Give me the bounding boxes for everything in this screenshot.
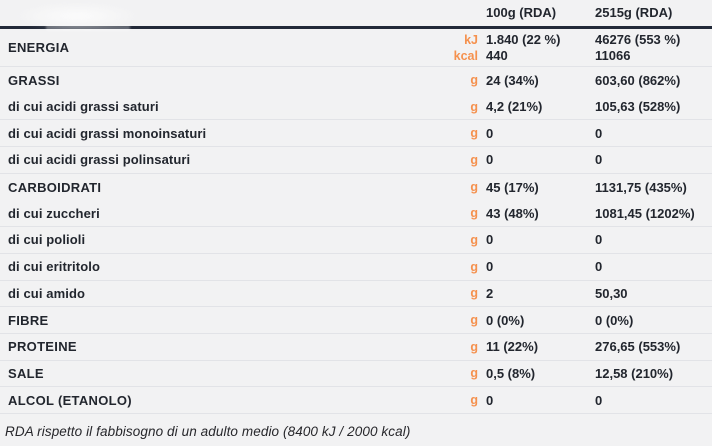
table-row-grassi-saturi: di cui acidi grassi saturi g 4,2 (21%) 1… bbox=[0, 94, 712, 121]
table-row-alcol: ALCOL (ETANOLO) g 0 0 bbox=[0, 387, 712, 414]
table-row-grassi: GRASSI g 24 (34%) 603,60 (862%) bbox=[0, 67, 712, 94]
value-100g: 0 (0%) bbox=[486, 312, 525, 328]
unit-cell: g bbox=[470, 259, 478, 274]
unit-cell: g bbox=[470, 366, 478, 381]
table-row-polioli: di cui polioli g 0 0 bbox=[0, 227, 712, 254]
unit-cell: g bbox=[470, 232, 478, 247]
row-label: PROTEINE bbox=[8, 339, 77, 355]
row-label: di cui zuccheri bbox=[8, 205, 100, 221]
value-100g: 11 (22%) bbox=[486, 339, 539, 355]
table-row-sale: SALE g 0,5 (8%) 12,58 (210%) bbox=[0, 361, 712, 388]
value-100g: 2 bbox=[486, 285, 494, 301]
row-label: ALCOL (ETANOLO) bbox=[8, 392, 132, 408]
table-row-grassi-polinsaturi: di cui acidi grassi polinsaturi g 0 0 bbox=[0, 147, 712, 174]
row-label: di cui polioli bbox=[8, 232, 86, 248]
unit-kcal: kcal bbox=[453, 48, 478, 63]
row-label: FIBRE bbox=[8, 312, 49, 328]
value-2515g: 0 bbox=[595, 232, 603, 248]
unit-cell: g bbox=[470, 152, 478, 167]
unit-cell: kJ kcal bbox=[448, 32, 478, 64]
unit-cell: g bbox=[470, 393, 478, 408]
value-2515g: 1131,75 (435%) bbox=[595, 179, 687, 195]
value-100g-kj: 1.840 (22 %) bbox=[486, 31, 561, 47]
value-100g: 1.840 (22 %) 440 bbox=[486, 32, 587, 64]
unit-cell: g bbox=[470, 73, 478, 88]
row-label: di cui acidi grassi monoinsaturi bbox=[8, 125, 207, 141]
unit-cell: g bbox=[470, 313, 478, 328]
unit-cell: g bbox=[470, 180, 478, 195]
value-2515g-kcal: 11066 bbox=[595, 47, 631, 63]
unit-cell: g bbox=[470, 339, 478, 354]
value-100g: 0 bbox=[486, 125, 494, 141]
table-row-amido: di cui amido g 2 50,30 bbox=[0, 281, 712, 308]
value-2515g: 603,60 (862%) bbox=[595, 72, 681, 88]
value-2515g-kj: 46276 (553 %) bbox=[595, 31, 681, 47]
value-100g: 4,2 (21%) bbox=[486, 99, 543, 115]
value-2515g: 0 bbox=[595, 259, 603, 275]
value-100g: 43 (48%) bbox=[486, 205, 539, 221]
value-2515g: 46276 (553 %) 11066 bbox=[595, 32, 712, 64]
table-row-energia: ENERGIA kJ kcal 1.840 (22 %) 440 46276 (… bbox=[0, 29, 712, 67]
table-row-grassi-monoinsaturi: di cui acidi grassi monoinsaturi g 0 0 bbox=[0, 120, 712, 148]
value-2515g: 0 bbox=[595, 152, 603, 168]
table-row-proteine: PROTEINE g 11 (22%) 276,65 (553%) bbox=[0, 334, 712, 361]
row-label: ENERGIA bbox=[8, 40, 70, 55]
value-2515g: 1081,45 (1202%) bbox=[595, 205, 695, 221]
value-100g: 45 (17%) bbox=[486, 179, 539, 195]
table-header: 100g (RDA) 2515g (RDA) bbox=[0, 0, 712, 29]
value-2515g: 0 bbox=[595, 125, 603, 141]
row-label: di cui amido bbox=[8, 285, 86, 301]
row-label: GRASSI bbox=[8, 72, 60, 88]
row-label: CARBOIDRATI bbox=[8, 179, 102, 195]
unit-cell: g bbox=[470, 286, 478, 301]
unit-cell: g bbox=[470, 99, 478, 114]
value-100g: 0 bbox=[486, 232, 494, 248]
value-100g: 0 bbox=[486, 152, 494, 168]
unit-cell: g bbox=[470, 126, 478, 141]
table-row-carboidrati: CARBOIDRATI g 45 (17%) 1131,75 (435%) bbox=[0, 174, 712, 201]
row-label: di cui eritritolo bbox=[8, 259, 100, 275]
value-100g-kcal: 440 bbox=[486, 47, 508, 63]
value-100g: 0,5 (8%) bbox=[486, 365, 536, 381]
value-100g: 0 bbox=[486, 392, 494, 408]
column-header-2515g: 2515g (RDA) bbox=[595, 5, 673, 20]
value-100g: 0 bbox=[486, 259, 494, 275]
unit-kj: kJ bbox=[464, 32, 478, 47]
row-label: di cui acidi grassi polinsaturi bbox=[8, 152, 191, 168]
table-row-zuccheri: di cui zuccheri g 43 (48%) 1081,45 (1202… bbox=[0, 200, 712, 228]
value-2515g: 276,65 (553%) bbox=[595, 339, 681, 355]
row-label: di cui acidi grassi saturi bbox=[8, 99, 159, 115]
rda-footnote: RDA rispetto il fabbisogno di un adulto … bbox=[5, 423, 411, 439]
unit-cell: g bbox=[470, 206, 478, 221]
value-2515g: 105,63 (528%) bbox=[595, 99, 681, 115]
value-2515g: 0 (0%) bbox=[595, 312, 634, 328]
value-2515g: 12,58 (210%) bbox=[595, 365, 674, 381]
table-row-fibre: FIBRE g 0 (0%) 0 (0%) bbox=[0, 307, 712, 334]
row-label: SALE bbox=[8, 365, 44, 381]
column-header-100g: 100g (RDA) bbox=[486, 5, 557, 20]
value-2515g: 0 bbox=[595, 392, 603, 408]
value-2515g: 50,30 bbox=[595, 285, 628, 301]
value-100g: 24 (34%) bbox=[486, 72, 539, 88]
table-row-eritritolo: di cui eritritolo g 0 0 bbox=[0, 254, 712, 281]
